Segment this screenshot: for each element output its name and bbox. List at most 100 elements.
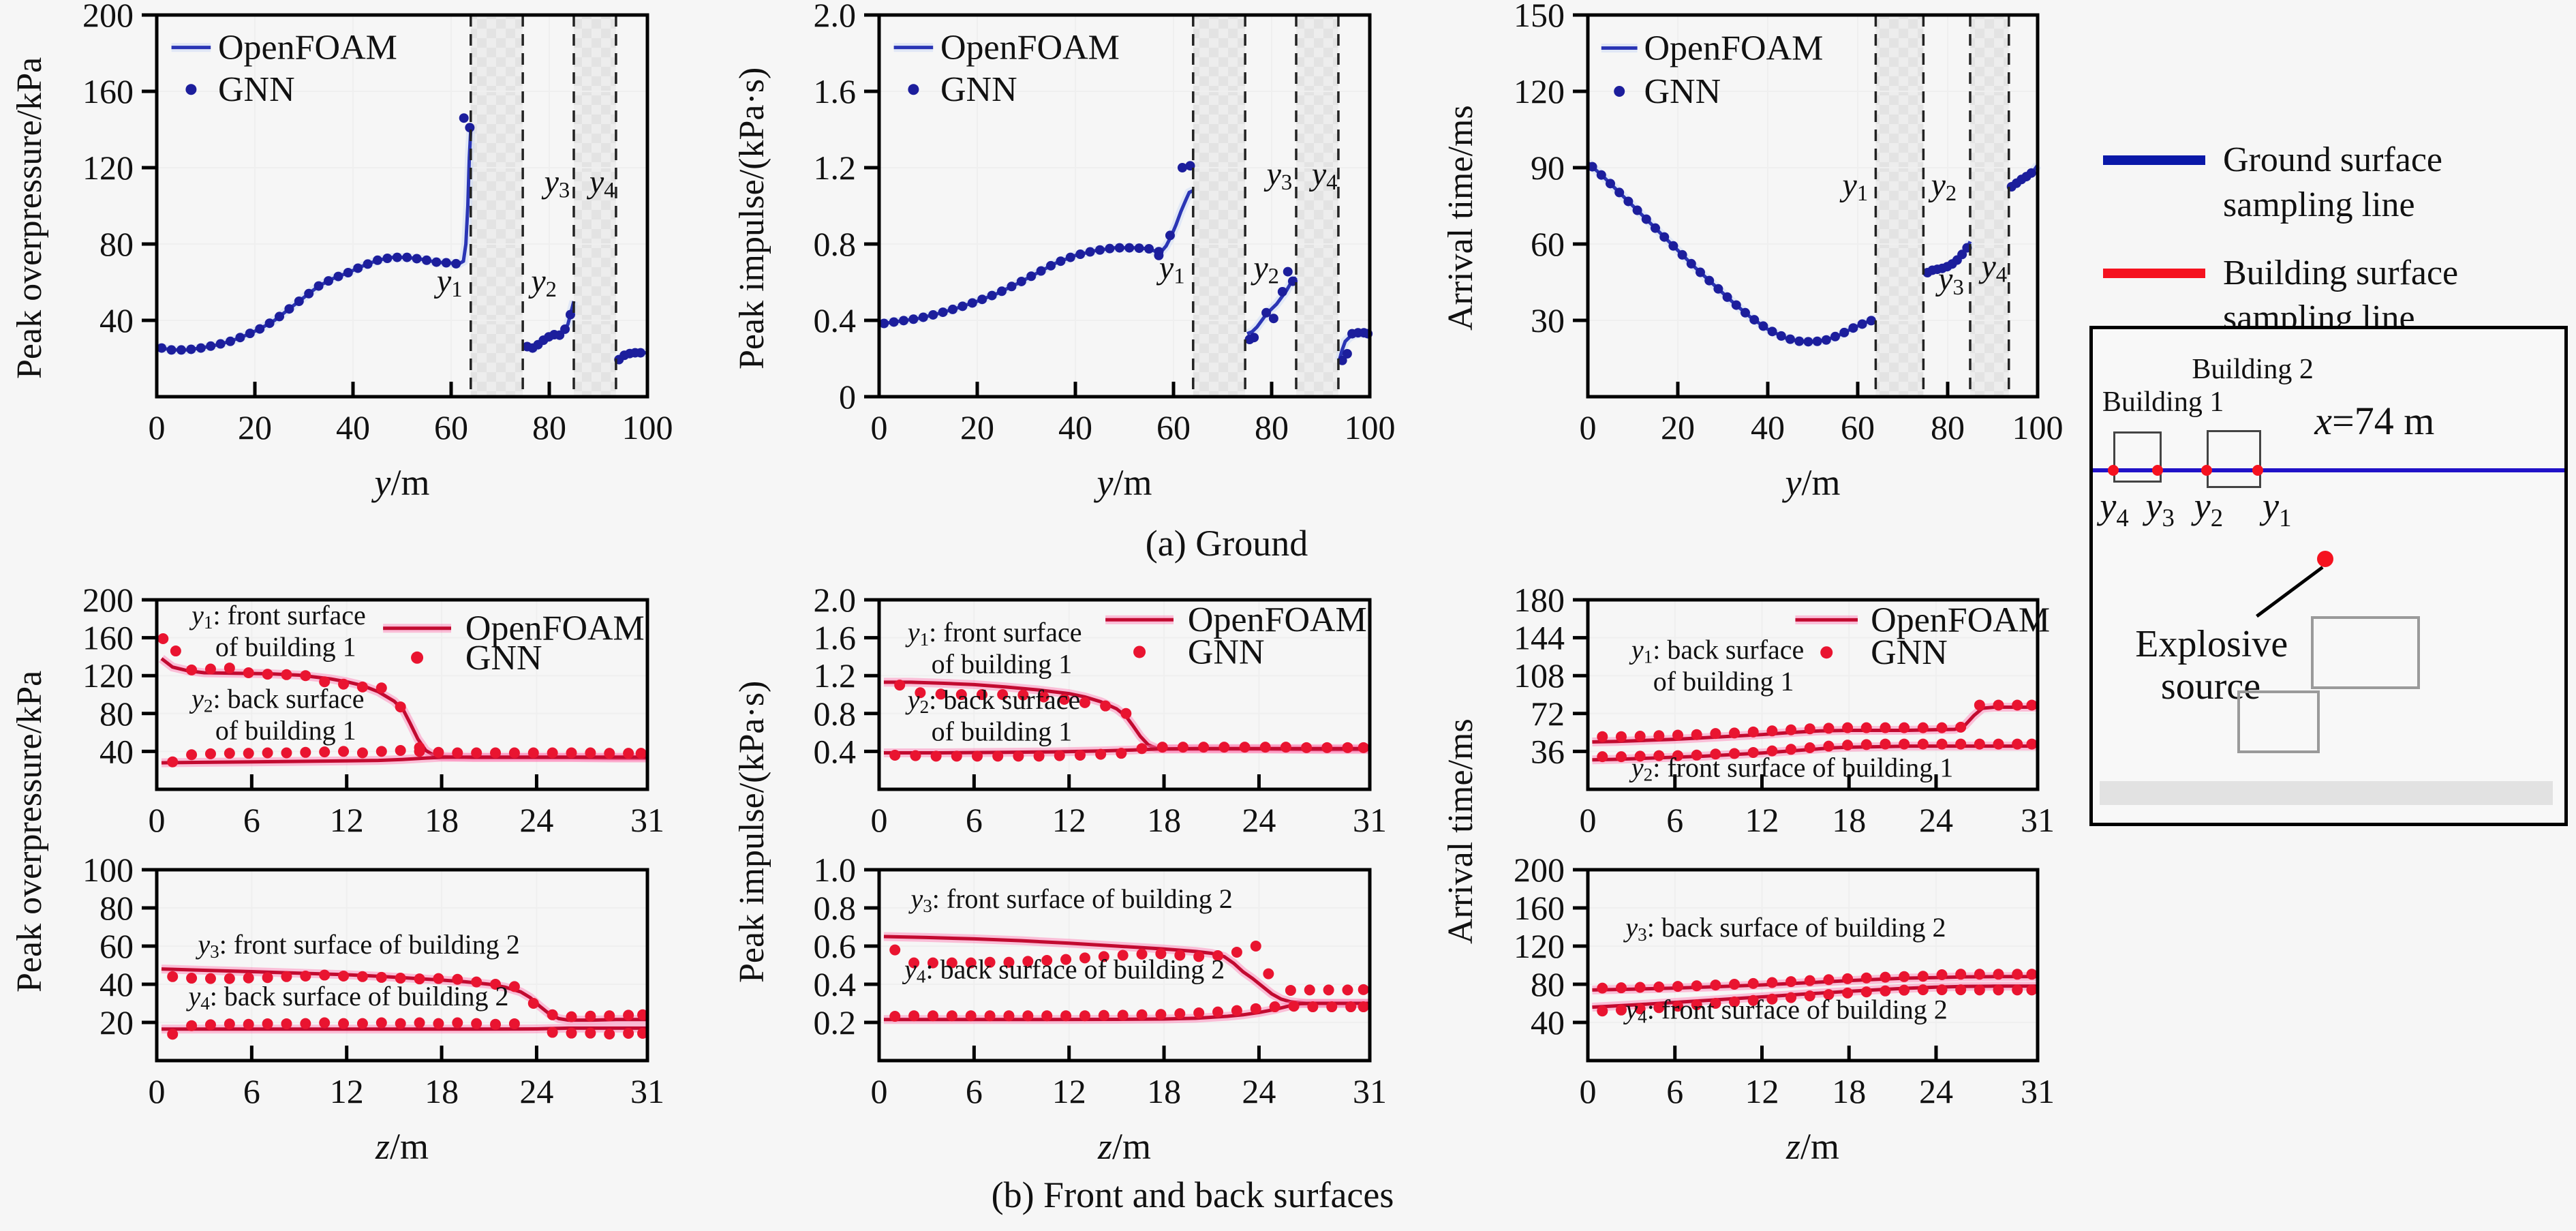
other-building-outline-1 xyxy=(2310,616,2420,689)
svg-text:31: 31 xyxy=(630,801,664,839)
caption-a: (a) Ground xyxy=(1145,523,1308,564)
sample-point-y2 xyxy=(2201,465,2213,476)
svg-text:31: 31 xyxy=(1353,1072,1387,1110)
svg-text:20: 20 xyxy=(1661,408,1695,446)
svg-text:24: 24 xyxy=(519,801,553,839)
svg-text:100: 100 xyxy=(2012,408,2064,446)
svg-text:0: 0 xyxy=(149,801,166,839)
svg-text:GNN: GNN xyxy=(465,639,542,678)
svg-text:12: 12 xyxy=(1052,801,1086,839)
svg-text:0.6: 0.6 xyxy=(814,927,857,965)
svg-text:36: 36 xyxy=(1531,732,1565,770)
svg-text:100: 100 xyxy=(1345,408,1396,446)
svg-text:24: 24 xyxy=(519,1072,553,1110)
svg-text:12: 12 xyxy=(1745,1072,1779,1110)
svg-text:0: 0 xyxy=(839,378,856,416)
svg-text:1.2: 1.2 xyxy=(814,149,857,187)
svg-text:30: 30 xyxy=(1531,301,1565,339)
svg-text:of building 1: of building 1 xyxy=(932,649,1073,680)
svg-text:y4: y4 xyxy=(1308,156,1338,195)
svg-text:40: 40 xyxy=(1058,408,1092,446)
chart-ground-impulse: 0 0.4 0.8 1.2 1.6 2.0 0 20 40 60 80 100 y/m OpenFOAM G… xyxy=(722,0,1411,552)
svg-text:of building 1: of building 1 xyxy=(1653,666,1794,697)
svg-text:0: 0 xyxy=(871,1072,888,1110)
svg-text:1.0: 1.0 xyxy=(814,851,857,889)
svg-text:31: 31 xyxy=(2021,1072,2055,1110)
svg-text:40: 40 xyxy=(99,965,134,1003)
svg-text:y4: y4 xyxy=(1978,249,2007,288)
svg-text:18: 18 xyxy=(1147,801,1181,839)
svg-text:OpenFOAM: OpenFOAM xyxy=(218,29,397,67)
svg-text:100: 100 xyxy=(622,408,673,446)
svg-text:24: 24 xyxy=(1919,801,1953,839)
svg-text:100: 100 xyxy=(82,851,134,889)
svg-text:y4: back surface of building 2: y4: back surface of building 2 xyxy=(185,981,508,1014)
chart-ground-arrival: 30 60 90 120 150 0 20 40 60 80 100 y/m OpenFOAM GNN y1… xyxy=(1431,0,2079,552)
svg-text:y1: back surface: y1: back surface xyxy=(1629,634,1804,667)
svg-text:18: 18 xyxy=(425,801,459,839)
svg-text:GNN: GNN xyxy=(218,70,295,109)
svg-text:y3: y3 xyxy=(1263,156,1293,195)
ground-band xyxy=(2100,781,2553,805)
svg-text:y2: back surface: y2: back surface xyxy=(189,683,364,716)
svg-text:160: 160 xyxy=(82,72,134,110)
svg-text:0: 0 xyxy=(871,408,888,446)
svg-text:6: 6 xyxy=(243,801,260,839)
svg-text:72: 72 xyxy=(1531,695,1565,733)
svg-text:6: 6 xyxy=(1666,801,1683,839)
svg-text:24: 24 xyxy=(1242,1072,1276,1110)
building-2-label: Building 2 xyxy=(2192,353,2314,385)
svg-text:60: 60 xyxy=(434,408,468,446)
svg-text:0: 0 xyxy=(1580,408,1597,446)
chart-building1-impulse: 0.4 0.8 1.2 1.6 2.0 0 6 12 18 24 31 OpenFOAM GNN y1: … xyxy=(722,581,1411,859)
svg-text:0.8: 0.8 xyxy=(814,225,857,263)
svg-text:200: 200 xyxy=(82,0,134,34)
svg-text:80: 80 xyxy=(1531,965,1565,1003)
label-y4: y4 xyxy=(2100,485,2129,532)
chart-ground-overpressure: 40 80 120 160 200 0 20 40 60 80 100 y/m OpenFOAM GNN y… xyxy=(0,0,688,552)
svg-text:40: 40 xyxy=(336,408,370,446)
svg-text:y3: y3 xyxy=(1935,261,1964,300)
svg-text:200: 200 xyxy=(82,581,134,619)
svg-text:0.4: 0.4 xyxy=(814,732,857,770)
svg-text:OpenFOAM: OpenFOAM xyxy=(1644,29,1824,68)
svg-text:80: 80 xyxy=(99,889,134,927)
chart-building2-arrival: 40 80 120 160 200 0 6 12 18 24 31 z/m y3: back surfa… xyxy=(1431,851,2079,1174)
svg-text:18: 18 xyxy=(1147,1072,1181,1110)
label-y3: y3 xyxy=(2145,485,2175,532)
svg-text:0: 0 xyxy=(149,408,166,446)
svg-text:120: 120 xyxy=(1514,927,1565,965)
svg-text:y1: y1 xyxy=(1156,249,1185,288)
svg-text:1.6: 1.6 xyxy=(814,72,857,110)
svg-text:GNN: GNN xyxy=(1644,72,1721,111)
svg-text:31: 31 xyxy=(630,1072,664,1110)
svg-text:80: 80 xyxy=(1931,408,1965,446)
building-1-label: Building 1 xyxy=(2102,386,2224,419)
explosive-source-label: Explosive source xyxy=(2135,622,2288,708)
label-y2: y2 xyxy=(2194,485,2224,532)
svg-text:180: 180 xyxy=(1514,581,1565,619)
svg-text:150: 150 xyxy=(1514,0,1565,34)
svg-text:GNN: GNN xyxy=(1188,633,1265,671)
svg-text:20: 20 xyxy=(238,408,272,446)
svg-text:y/m: y/m xyxy=(371,462,430,503)
building-1-outline xyxy=(2113,431,2162,483)
chart-building1-overpressure: 40 80 120 160 200 0 6 12 18 24 31 OpenFOAM GNN y1: fr… xyxy=(0,581,688,859)
svg-text:18: 18 xyxy=(1832,801,1866,839)
chart-building1-arrival: 36 72 108 144 180 0 6 12 18 24 31 OpenFOAM GNN y1: ba… xyxy=(1431,581,2079,859)
svg-text:60: 60 xyxy=(1156,408,1191,446)
svg-text:120: 120 xyxy=(82,656,134,695)
svg-text:OpenFOAM: OpenFOAM xyxy=(465,609,645,648)
svg-text:0: 0 xyxy=(1580,801,1597,839)
svg-text:6: 6 xyxy=(966,801,983,839)
sample-point-y1 xyxy=(2252,465,2263,476)
svg-text:18: 18 xyxy=(1832,1072,1866,1110)
svg-text:6: 6 xyxy=(243,1072,260,1110)
svg-text:y2: y2 xyxy=(527,263,557,302)
svg-text:0: 0 xyxy=(149,1072,166,1110)
svg-text:y4: front surface of building: y4: front surface of building 2 xyxy=(1623,994,1947,1027)
svg-text:31: 31 xyxy=(2021,801,2055,839)
svg-text:y3: front surface of building: y3: front surface of building 2 xyxy=(195,929,519,962)
svg-text:y/m: y/m xyxy=(1782,462,1841,503)
